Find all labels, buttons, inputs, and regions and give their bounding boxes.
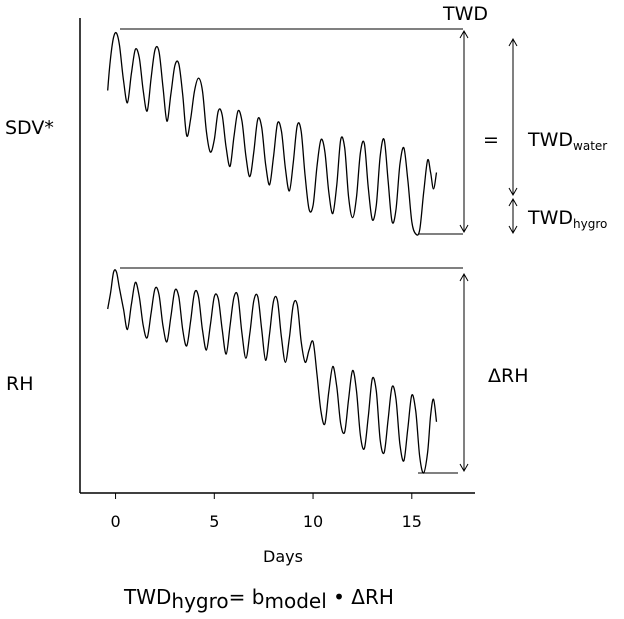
x-tick-label: 10 (303, 512, 323, 531)
delta-rh-arrow (459, 272, 469, 473)
x-tick-label: 0 (110, 512, 120, 531)
twd-arrow (459, 29, 469, 234)
sdv-series-line (107, 31, 438, 236)
delta-rh-label: ΔRH (488, 365, 529, 387)
equation: TWDhygro= bmodel • ΔRH (123, 585, 394, 613)
rh-label: RH (6, 373, 34, 395)
x-tick-label: 5 (209, 512, 219, 531)
x-tick-label: 15 (402, 512, 422, 531)
twd-hygro-label: TWDhygro (527, 207, 607, 231)
x-axis-ticks: 0 5 10 15 (110, 493, 422, 531)
sdv-label: SDV* (5, 117, 54, 139)
twd-water-arrow (508, 37, 518, 197)
twd-hygro-arrow (508, 197, 518, 235)
equals-sign: = (483, 129, 499, 151)
twd-water-label: TWDwater (527, 129, 607, 153)
rh-series-line (107, 269, 438, 474)
twd-label: TWD (442, 3, 488, 25)
x-axis-title: Days (263, 547, 303, 566)
